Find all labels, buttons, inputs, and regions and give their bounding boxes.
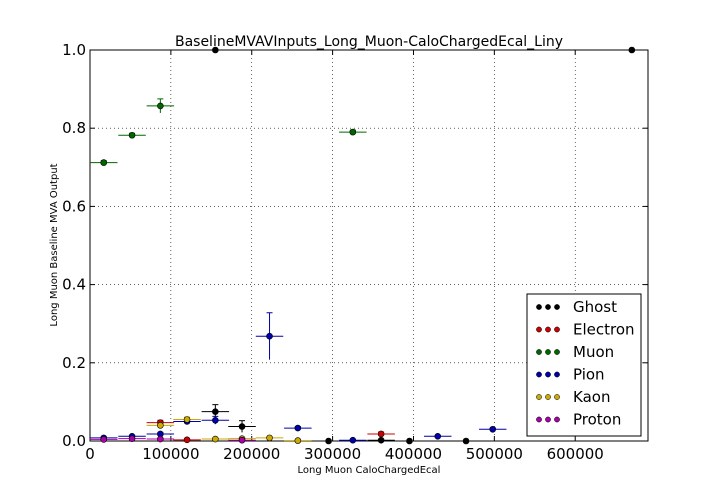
data-point [100, 159, 108, 166]
legend-box [526, 293, 642, 437]
axis-ticks: 0 100000 200000 300000 400000 500000 600000 0.0… [62, 41, 648, 463]
legend-marker [554, 416, 560, 423]
legend-marker [536, 371, 542, 378]
data-point [238, 423, 246, 430]
data-point [212, 416, 219, 424]
data-point [212, 46, 219, 54]
legend-marker [536, 394, 542, 400]
x-tick-label: 200000 [223, 445, 280, 463]
legend-label: Pion [573, 366, 605, 384]
data-point [628, 46, 636, 54]
legend-marker [554, 394, 560, 400]
data-point [377, 430, 385, 438]
legend-marker [536, 349, 542, 355]
data-point [212, 435, 219, 443]
x-axis-label: Long Muon CaloChargedEcal [298, 465, 441, 476]
data-point [406, 437, 413, 445]
data-point [266, 434, 273, 442]
data-point [462, 437, 470, 445]
legend-marker [545, 394, 551, 400]
legend-marker [545, 349, 551, 355]
x-tick-label: 0 [85, 445, 95, 463]
data-point [238, 436, 246, 444]
data-point [349, 128, 357, 136]
legend-marker [536, 304, 542, 310]
data-point [266, 332, 273, 340]
legend: Ghost Electron Muon Pion Kaon Proton [526, 293, 642, 437]
y-tick-label: 0.0 [62, 432, 86, 450]
legend-marker [554, 349, 560, 355]
data-point [325, 437, 332, 445]
legend-label: Ghost [573, 298, 617, 316]
data-point [212, 408, 219, 415]
y-tick-label: 1.0 [62, 41, 86, 59]
y-tick-label: 0.4 [62, 276, 86, 294]
legend-marker [536, 416, 542, 423]
legend-marker [554, 326, 560, 333]
data-point [294, 437, 302, 444]
x-tick-label: 100000 [142, 445, 199, 463]
data-point [100, 436, 108, 443]
data-point [434, 433, 442, 440]
data-point [157, 102, 164, 110]
x-tick-label: 600000 [547, 445, 604, 463]
legend-label: Proton [573, 411, 621, 429]
data-point [128, 131, 136, 139]
x-tick-label: 500000 [466, 445, 523, 463]
data-point [183, 436, 191, 444]
y-tick-label: 0.6 [62, 197, 86, 215]
x-tick-label: 400000 [385, 445, 442, 463]
legend-marker [536, 326, 542, 333]
legend-marker [545, 304, 551, 310]
legend-marker [554, 371, 560, 378]
data-point [183, 416, 191, 423]
data-point [157, 422, 164, 429]
legend-label: Kaon [573, 388, 610, 406]
data-point [294, 424, 302, 432]
legend-marker [554, 304, 560, 310]
legend-label: Electron [573, 321, 635, 339]
y-tick-label: 0.2 [62, 354, 86, 372]
legend-label: Muon [573, 343, 614, 361]
data-point [157, 435, 164, 443]
data-point [489, 425, 497, 433]
y-tick-label: 0.8 [62, 119, 86, 137]
chart-title: BaselineMVAVInputs_Long_Muon-CaloCharged… [175, 34, 563, 50]
y-axis-label: Long Muon Baseline MVA Output [49, 163, 60, 326]
legend-marker [545, 326, 551, 333]
x-tick-label: 300000 [304, 445, 361, 463]
data-point [349, 436, 357, 444]
legend-marker [545, 371, 551, 378]
data-layer [90, 46, 636, 445]
legend-marker [545, 416, 551, 423]
data-point [128, 435, 136, 442]
data-point [377, 436, 385, 444]
